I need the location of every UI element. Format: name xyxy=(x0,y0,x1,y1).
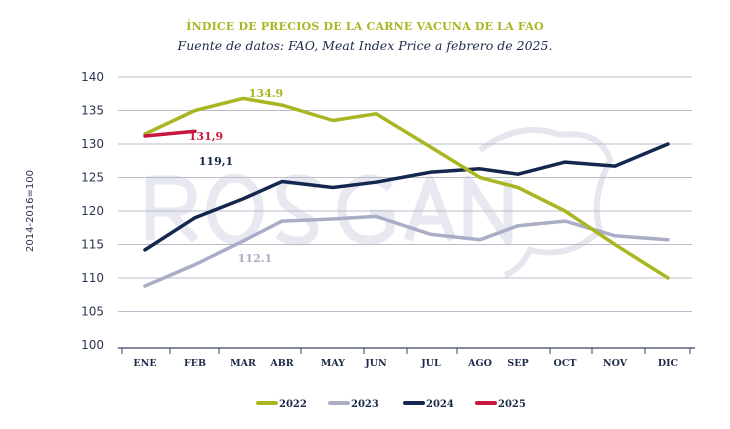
series-line-2024 xyxy=(143,142,670,252)
x-tick-label: JUL xyxy=(420,358,441,369)
data-label-2025: 131,9 xyxy=(189,130,223,143)
y-axis-label: 2014-2016=100 xyxy=(25,170,36,252)
x-tick-label: AGO xyxy=(467,358,492,369)
series-line-2022 xyxy=(143,96,670,280)
x-tick-label: FEB xyxy=(184,358,206,369)
x-tick-label: JUN xyxy=(364,358,387,369)
y-tick-label: 130 xyxy=(81,137,104,151)
data-label-2024: 119,1 xyxy=(199,155,233,168)
x-tick-label: ENE xyxy=(133,358,156,369)
x-tick-label: OCT xyxy=(554,358,577,369)
series-line-2025 xyxy=(143,129,197,138)
x-tick-label: DIC xyxy=(658,358,679,369)
y-tick-label: 110 xyxy=(81,271,104,285)
y-tick-label: 115 xyxy=(81,238,104,252)
x-tick-label: MAR xyxy=(230,358,256,369)
chart-subtitle: Fuente de datos: FAO, Meat Index Price a… xyxy=(177,38,553,53)
y-tick-label: 120 xyxy=(81,204,104,218)
y-tick-label: 105 xyxy=(81,305,104,319)
legend-label-2024: 2024 xyxy=(426,399,454,410)
x-tick-label: MAY xyxy=(321,358,345,369)
data-label-2023: 112.1 xyxy=(238,252,272,265)
legend-label-2022: 2022 xyxy=(279,399,307,410)
legend-label-2025: 2025 xyxy=(498,399,526,410)
x-tick-label: NOV xyxy=(603,358,628,369)
y-tick-label: 125 xyxy=(81,171,104,185)
y-tick-label: 100 xyxy=(81,338,104,352)
legend-label-2023: 2023 xyxy=(351,399,379,410)
chart-title: ÍNDICE DE PRECIOS DE LA CARNE VACUNA DE … xyxy=(186,20,544,33)
x-tick-label: ABR xyxy=(269,358,293,369)
watermark-cow-icon xyxy=(478,127,614,278)
series-line-2023 xyxy=(143,214,670,288)
y-tick-label: 135 xyxy=(81,104,104,118)
data-label-2022: 134.9 xyxy=(249,87,283,100)
y-tick-label: 140 xyxy=(81,70,104,84)
x-tick-label: SEP xyxy=(507,358,528,369)
